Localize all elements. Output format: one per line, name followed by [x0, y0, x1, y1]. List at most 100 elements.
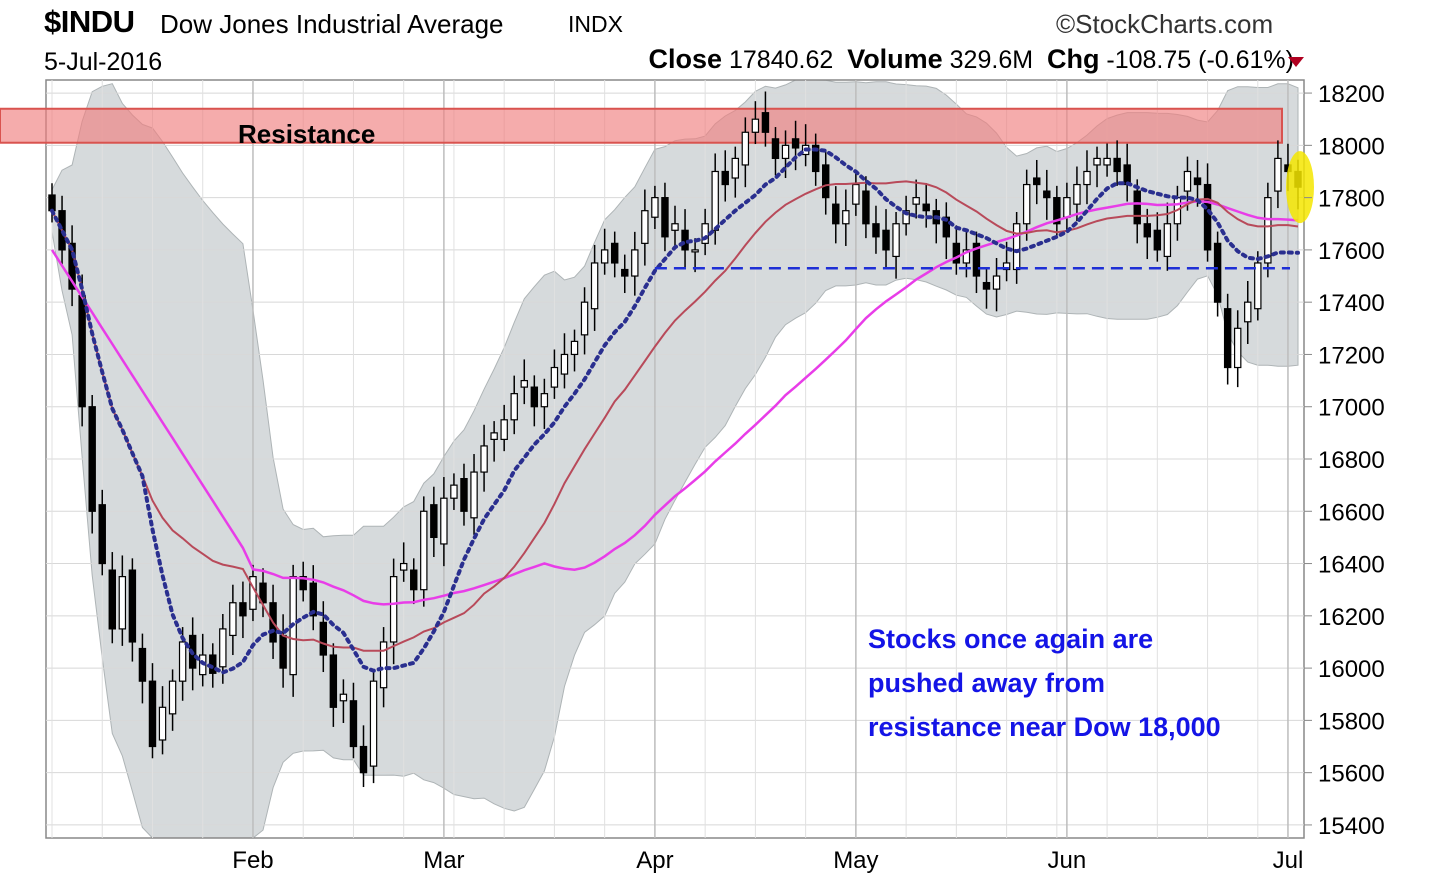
- y-tick-label: 18000: [1318, 133, 1385, 160]
- candle: [319, 601, 328, 673]
- candle-body: [319, 621, 328, 656]
- candle-body: [962, 249, 971, 264]
- candle-body: [1203, 183, 1212, 251]
- chart-date: 5-Jul-2016: [44, 48, 163, 76]
- candle: [500, 404, 508, 452]
- candle-body: [1163, 223, 1172, 258]
- candle: [1113, 140, 1121, 186]
- candle-body: [952, 242, 961, 264]
- y-tick-label: 17000: [1318, 395, 1385, 422]
- x-month-label: May: [833, 847, 878, 874]
- resistance-band: Resistance: [0, 107, 1283, 149]
- candle: [540, 378, 549, 429]
- candle-body: [420, 510, 428, 591]
- y-tick-label: 16000: [1318, 656, 1385, 683]
- candle-body: [520, 379, 528, 388]
- candle: [631, 231, 639, 296]
- candle-body: [88, 406, 96, 512]
- candle: [570, 329, 579, 372]
- candle: [410, 558, 418, 605]
- candle: [661, 182, 669, 252]
- candle-body: [661, 197, 669, 238]
- candle-body: [48, 194, 56, 212]
- candle: [299, 561, 307, 602]
- y-tick-label: 17200: [1318, 342, 1385, 369]
- candle: [239, 581, 247, 639]
- candle-body: [1153, 229, 1162, 251]
- candle-body: [902, 210, 910, 225]
- volume-value: 329.6M: [949, 46, 1034, 74]
- candle: [580, 287, 589, 355]
- candle-body: [359, 745, 368, 774]
- candle-body: [691, 249, 699, 253]
- volume-label: Volume: [847, 44, 943, 74]
- down-arrow-icon: [1288, 57, 1304, 67]
- candle-body: [118, 576, 127, 630]
- candle: [892, 211, 900, 279]
- candle-body: [1073, 183, 1081, 205]
- candle: [510, 375, 518, 435]
- candle: [912, 179, 920, 219]
- candle: [922, 182, 930, 228]
- candle: [741, 117, 750, 188]
- candle: [1244, 281, 1252, 344]
- candle: [1223, 293, 1232, 385]
- candle-body: [460, 478, 468, 512]
- y-axis: 15400 15600 15800 16000 16200 16400 16600 16800…: [1304, 81, 1385, 840]
- candle-body: [1244, 301, 1252, 323]
- candle-body: [440, 497, 448, 545]
- candle-body: [98, 504, 106, 565]
- candle-body: [279, 634, 287, 669]
- x-month-label: Apr: [636, 847, 673, 874]
- candle-body: [1002, 262, 1011, 271]
- candle: [118, 555, 127, 646]
- y-tick-label: 16200: [1318, 604, 1385, 631]
- candle-body: [701, 223, 709, 244]
- candle-body: [1083, 170, 1091, 186]
- candle-body: [590, 262, 599, 310]
- candle: [842, 189, 850, 246]
- candle: [952, 225, 961, 275]
- candle-body: [1223, 308, 1232, 369]
- candle: [992, 257, 1001, 312]
- candle: [138, 633, 147, 704]
- candle-body: [399, 562, 408, 571]
- candle-body: [842, 210, 850, 225]
- chg-label: Chg: [1046, 44, 1100, 74]
- candle-body: [671, 223, 679, 231]
- candle-body: [992, 275, 1001, 290]
- y-tick-label: 16600: [1318, 499, 1385, 526]
- candle-body: [781, 144, 790, 160]
- candle-body: [1093, 157, 1101, 166]
- candle-body: [972, 242, 981, 277]
- candle: [440, 477, 448, 567]
- quote-stats: Close 17840.62 Volume 329.6M Chg -108.75…: [649, 44, 1294, 75]
- candle-body: [1033, 177, 1041, 186]
- candle-body: [570, 340, 579, 356]
- exchange-code: INDX: [568, 11, 623, 37]
- candle: [1233, 310, 1242, 388]
- candle-body: [1213, 242, 1222, 303]
- candle-body: [922, 203, 930, 212]
- candle-body: [721, 170, 729, 186]
- candle: [128, 558, 137, 662]
- candle: [1254, 251, 1262, 321]
- candle: [470, 454, 478, 535]
- candle-body: [1113, 157, 1121, 173]
- candle: [1133, 179, 1141, 244]
- candle-body: [389, 576, 398, 643]
- candle-body: [349, 700, 358, 748]
- candle: [1213, 231, 1222, 317]
- candle: [1053, 185, 1061, 236]
- x-month-label: Mar: [423, 847, 464, 874]
- candle-body: [259, 582, 267, 604]
- candle: [902, 195, 910, 236]
- annotation-line: Stocks once again are: [868, 624, 1153, 654]
- candle-body: [1254, 262, 1262, 310]
- candle-body: [1103, 157, 1111, 166]
- close-label: Close: [648, 44, 723, 74]
- candle: [460, 463, 468, 526]
- candle-body: [600, 249, 609, 264]
- candle: [761, 91, 770, 147]
- candle: [1073, 166, 1081, 222]
